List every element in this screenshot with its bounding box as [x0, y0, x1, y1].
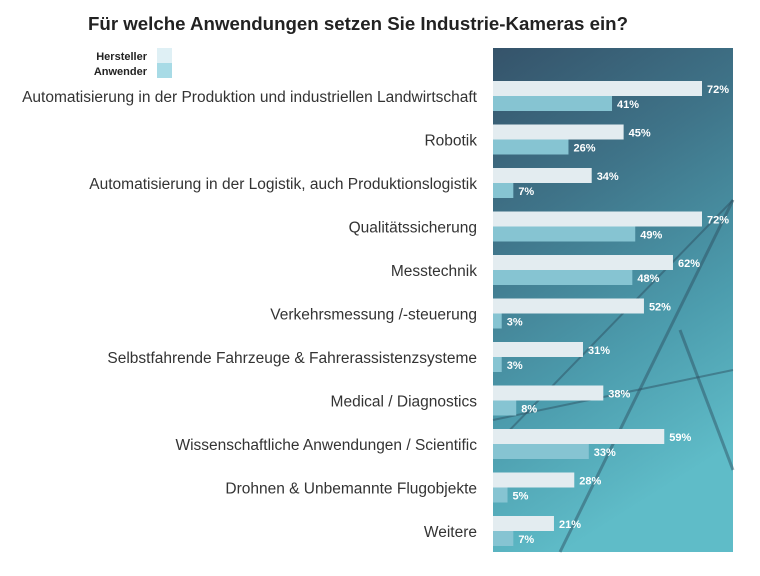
- bar-anwender: [493, 487, 508, 503]
- bar-hersteller: [493, 298, 644, 314]
- category-label: Qualitätssicherung: [349, 220, 477, 237]
- data-label: 3%: [507, 360, 523, 372]
- category-label: Robotik: [424, 133, 477, 150]
- data-label: 21%: [559, 519, 581, 531]
- category-label: Weitere: [424, 524, 477, 541]
- category-label: Drohnen & Unbemannte Flugobjekte: [225, 481, 477, 498]
- bar-anwender: [493, 139, 569, 155]
- data-label: 26%: [573, 143, 595, 155]
- bar-hersteller: [493, 472, 575, 488]
- data-label: 31%: [588, 345, 610, 357]
- bar-anwender: [493, 183, 514, 198]
- data-label: 8%: [521, 404, 537, 416]
- bar-hersteller: [493, 385, 604, 401]
- bar-hersteller: [493, 81, 702, 96]
- data-label: 72%: [707, 84, 729, 96]
- bar-anwender: [493, 270, 633, 285]
- category-label: Automatisierung in der Produktion und in…: [22, 89, 478, 106]
- bar-anwender: [493, 313, 502, 329]
- data-label: 59%: [669, 432, 691, 444]
- legend-swatch-hersteller: [157, 48, 172, 63]
- bar-hersteller: [493, 255, 673, 270]
- bar-hersteller: [493, 124, 624, 140]
- bar-anwender: [493, 226, 636, 242]
- category-label: Automatisierung in der Logistik, auch Pr…: [89, 176, 477, 193]
- data-label: 62%: [678, 258, 700, 270]
- data-label: 5%: [513, 491, 529, 503]
- data-label: 33%: [594, 447, 616, 459]
- bar-hersteller: [493, 429, 665, 444]
- data-label: 41%: [617, 99, 639, 111]
- category-label: Selbstfahrende Fahrzeuge & Fahrerassiste…: [107, 350, 477, 367]
- bar-hersteller: [493, 168, 592, 183]
- category-label: Verkehrsmessung /-steuerung: [270, 307, 477, 324]
- legend-label-anwender: Anwender: [94, 66, 148, 78]
- background-photo-lines: [492, 199, 735, 553]
- legend-label-hersteller: Hersteller: [96, 51, 147, 63]
- data-label: 28%: [579, 476, 601, 488]
- bar-anwender: [493, 357, 502, 372]
- bar-hersteller: [493, 211, 702, 227]
- bar-hersteller: [493, 342, 583, 357]
- legend: Hersteller Anwender: [94, 48, 172, 78]
- data-label: 38%: [608, 389, 630, 401]
- category-label: Messtechnik: [391, 263, 477, 280]
- data-label: 7%: [518, 534, 534, 546]
- bar-hersteller: [493, 516, 554, 531]
- data-label: 49%: [640, 230, 662, 242]
- legend-swatch-anwender: [157, 63, 172, 78]
- chart-title: Für welche Anwendungen setzen Sie Indust…: [88, 14, 628, 34]
- data-label: 48%: [637, 273, 659, 285]
- bar-anwender: [493, 400, 517, 416]
- data-label: 72%: [707, 215, 729, 227]
- bar-anwender: [493, 531, 514, 546]
- data-label: 52%: [649, 302, 671, 314]
- data-label: 45%: [629, 128, 651, 140]
- category-label: Medical / Diagnostics: [331, 394, 478, 411]
- category-label: Wissenschaftliche Anwendungen / Scientif…: [175, 437, 477, 454]
- bar-anwender: [493, 444, 589, 459]
- data-label: 3%: [507, 317, 523, 329]
- data-label: 34%: [597, 171, 619, 183]
- data-label: 7%: [518, 186, 534, 198]
- bar-anwender: [493, 96, 613, 111]
